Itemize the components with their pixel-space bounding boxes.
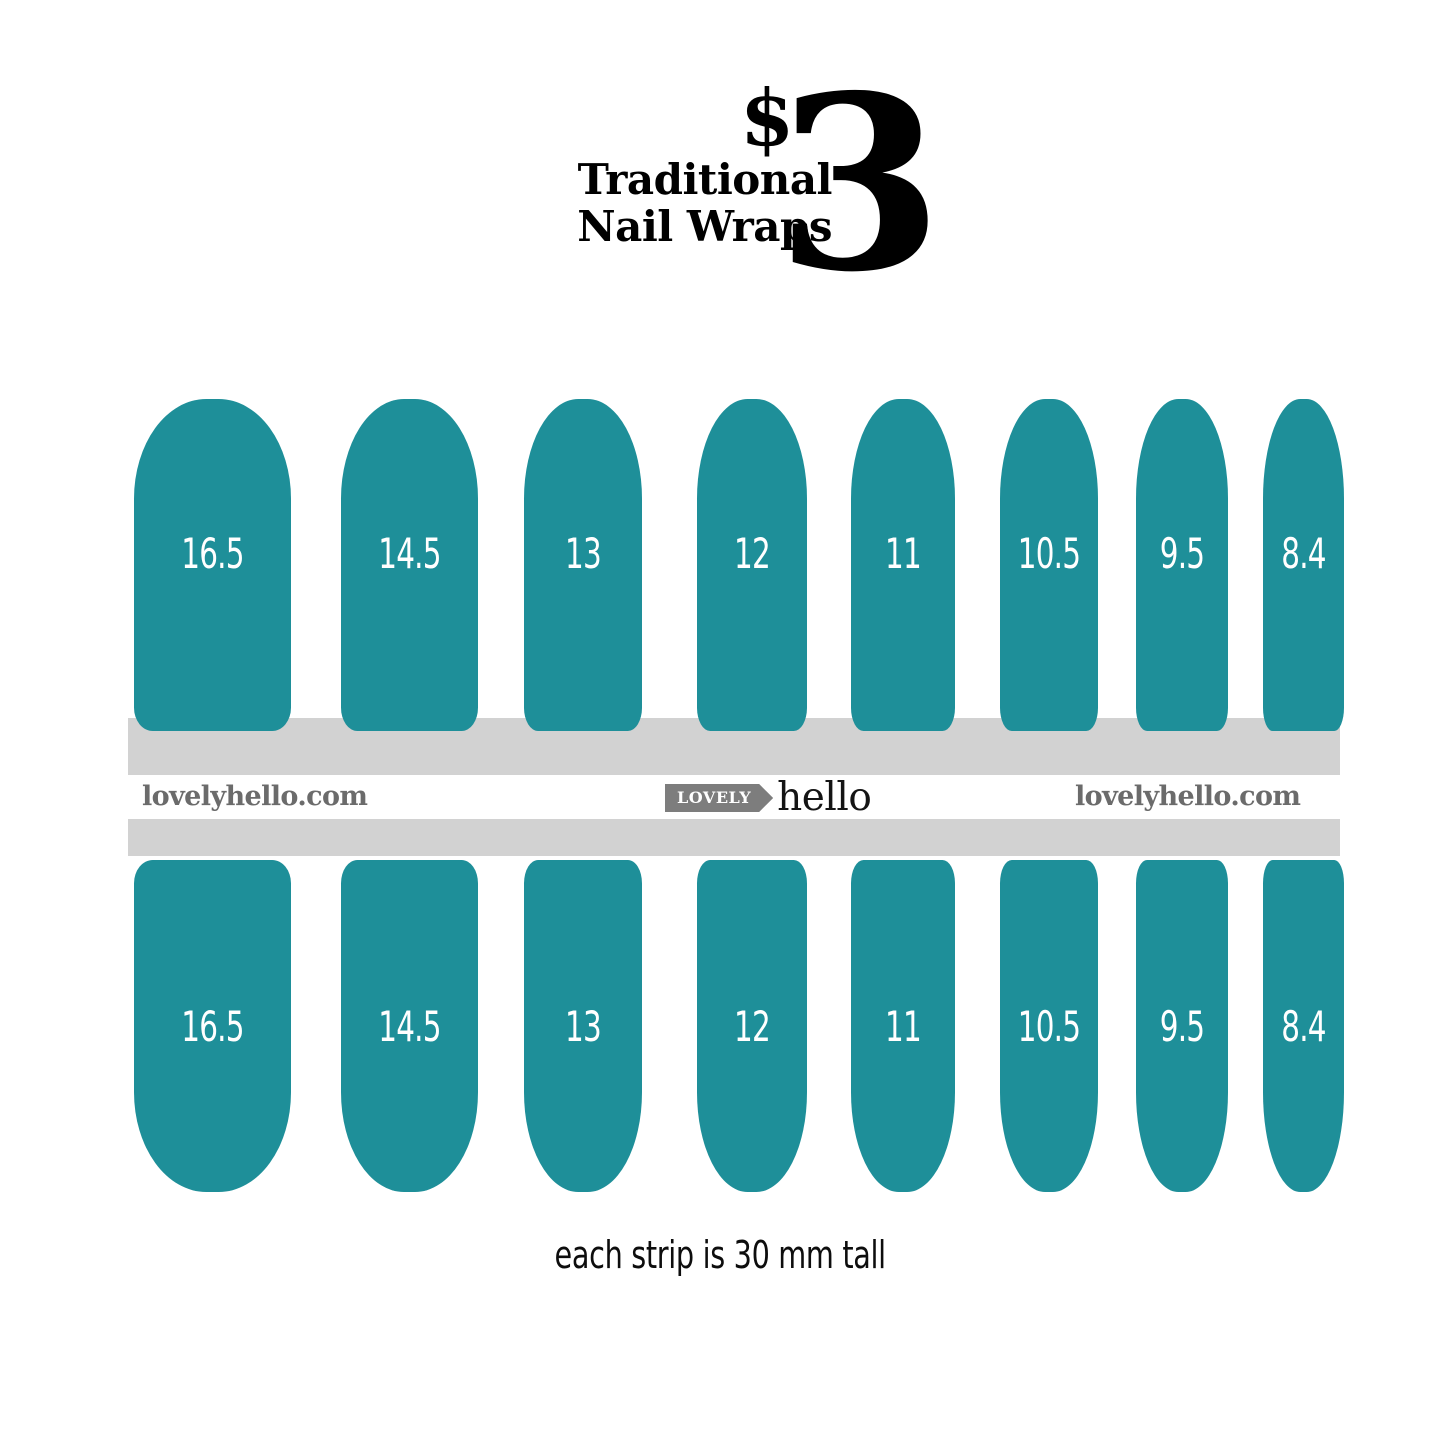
nail-size-label: 13 bbox=[565, 529, 602, 578]
strip-height-note-text: each strip is 30 mm tall bbox=[554, 1233, 886, 1277]
nail-size-label: 8.4 bbox=[1281, 1002, 1326, 1051]
brand-url-left: lovelyhello.com bbox=[142, 781, 368, 812]
header-inner: Traditional Nail Wraps $ 3 bbox=[500, 64, 943, 308]
nail-size-label: 11 bbox=[885, 1002, 922, 1051]
nail-wrap-top-row-5: 11 bbox=[851, 399, 955, 731]
nail-wrap-top-row-4: 12 bbox=[697, 399, 807, 731]
nail-wrap-bottom-row-4: 12 bbox=[697, 860, 807, 1192]
nail-wrap-bottom-row-2: 14.5 bbox=[341, 860, 478, 1192]
nail-size-label: 14.5 bbox=[378, 1002, 441, 1051]
nail-size-label: 13 bbox=[565, 1002, 602, 1051]
price-badge: $ 3 bbox=[728, 64, 943, 308]
nail-size-label: 10.5 bbox=[1017, 1002, 1081, 1051]
nail-wrap-bottom-row-3: 13 bbox=[524, 860, 642, 1192]
nail-size-label: 8.4 bbox=[1281, 529, 1326, 578]
nail-size-label: 16.5 bbox=[181, 529, 244, 578]
title-line-1: Traditional bbox=[577, 155, 833, 204]
title-line-2: Nail Wraps bbox=[577, 202, 832, 252]
nail-wrap-bottom-row-6: 10.5 bbox=[1000, 860, 1098, 1192]
nail-wrap-bottom-row-5: 11 bbox=[851, 860, 955, 1192]
nail-wrap-top-row-8: 8.4 bbox=[1263, 399, 1344, 731]
lovelyhello-logo: LOVELY hello bbox=[665, 775, 872, 820]
strip-height-note: each strip is 30 mm tall bbox=[0, 1233, 1440, 1277]
nail-wrap-top-row-1: 16.5 bbox=[134, 399, 291, 731]
price-amount: 3 bbox=[776, 43, 943, 325]
nail-size-label: 9.5 bbox=[1159, 1002, 1205, 1051]
nail-size-label: 12 bbox=[734, 1002, 771, 1051]
nail-wrap-bottom-row-8: 8.4 bbox=[1263, 860, 1344, 1192]
brand-url-right: lovelyhello.com bbox=[1075, 781, 1301, 812]
nail-wrap-top-row-6: 10.5 bbox=[1000, 399, 1098, 731]
nail-wrap-bottom-row-7: 9.5 bbox=[1136, 860, 1228, 1192]
logo-word-hello: hello bbox=[777, 775, 872, 820]
nail-size-label: 10.5 bbox=[1017, 529, 1081, 578]
nail-size-label: 16.5 bbox=[181, 1002, 244, 1051]
nail-wrap-top-row-7: 9.5 bbox=[1136, 399, 1228, 731]
nail-wrap-top-row-3: 13 bbox=[524, 399, 642, 731]
nail-size-label: 12 bbox=[734, 529, 771, 578]
nail-size-label: 11 bbox=[885, 529, 922, 578]
logo-tag-lovely: LOVELY bbox=[665, 784, 773, 812]
nail-wrap-bottom-row-1: 16.5 bbox=[134, 860, 291, 1192]
nail-size-label: 14.5 bbox=[378, 529, 441, 578]
nail-size-label: 9.5 bbox=[1159, 529, 1205, 578]
header: Traditional Nail Wraps $ 3 bbox=[0, 64, 1440, 308]
nail-wrap-top-row-2: 14.5 bbox=[341, 399, 478, 731]
page-title: Traditional Nail Wraps bbox=[532, 156, 832, 250]
price-currency-symbol: $ bbox=[740, 73, 795, 164]
